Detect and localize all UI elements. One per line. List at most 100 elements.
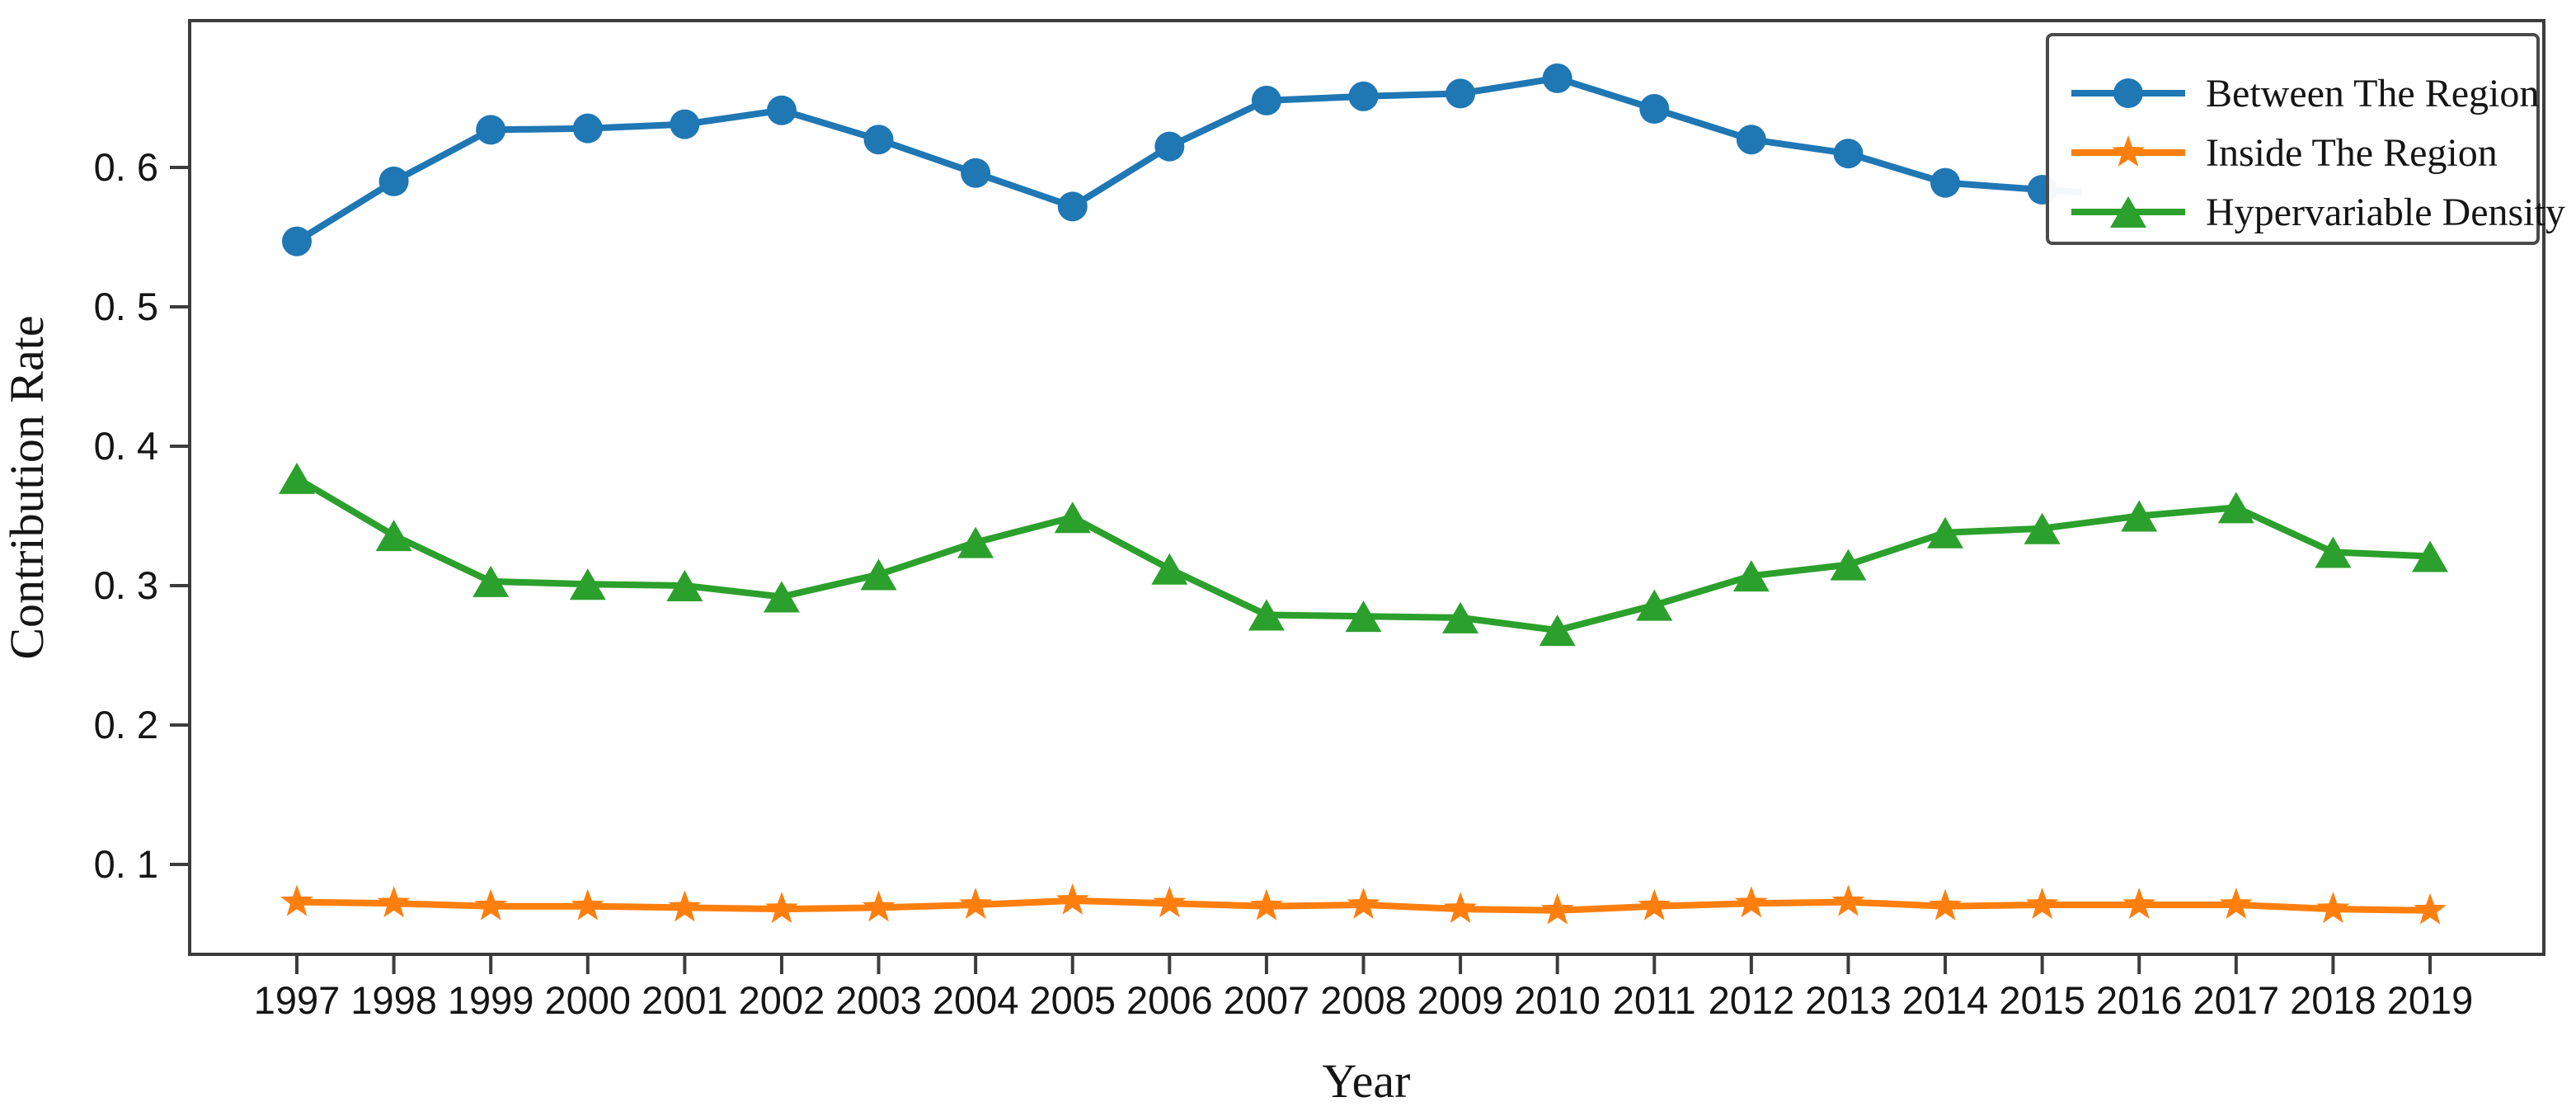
x-tick-label: 2008 — [1320, 978, 1407, 1022]
x-tick-label: 2002 — [739, 978, 825, 1022]
y-tick-label: 0. 6 — [94, 145, 158, 189]
x-tick-label: 2012 — [1709, 978, 1795, 1022]
data-point-marker — [666, 570, 703, 601]
y-tick-label: 0. 4 — [94, 424, 158, 468]
data-point-marker — [476, 115, 506, 145]
x-tick-label: 2003 — [835, 978, 922, 1022]
data-point-marker — [863, 125, 894, 155]
x-tick-label: 2011 — [1613, 978, 1696, 1022]
data-point-marker — [569, 568, 606, 600]
x-tick-label: 2006 — [1126, 978, 1213, 1022]
data-point-marker — [860, 558, 897, 591]
data-point-marker — [2024, 512, 2061, 544]
data-point-marker — [765, 892, 798, 924]
data-point-marker — [377, 886, 411, 918]
data-point-marker — [1833, 139, 1864, 169]
x-tick-label: 1999 — [448, 978, 534, 1022]
data-point-marker — [1732, 560, 1770, 592]
data-point-marker — [571, 888, 604, 921]
data-point-marker — [1442, 601, 1479, 633]
data-point-marker — [474, 888, 508, 921]
data-point-marker — [1249, 888, 1283, 921]
x-tick-label: 2009 — [1417, 978, 1504, 1022]
series-line — [294, 74, 2082, 245]
data-point-marker — [572, 113, 603, 144]
data-point-marker — [1345, 600, 1382, 633]
data-point-marker — [1736, 125, 1766, 155]
data-point-marker — [375, 520, 412, 552]
data-point-marker — [2219, 888, 2253, 919]
data-point-marker — [1927, 516, 1964, 549]
y-axis-title: Contribution Rate — [0, 315, 54, 659]
x-tick-label: 2005 — [1029, 978, 1116, 1022]
y-tick-label: 0. 1 — [94, 842, 158, 886]
data-point-marker — [766, 95, 797, 125]
data-point-marker — [1444, 892, 1478, 924]
data-point-marker — [1151, 553, 1188, 585]
plot-area: 0. 1 0. 2 0. 3 0. 4 0. 5 0. 6 1997 1998 1999 2000… — [94, 19, 2565, 1022]
legend-label: Between The Region — [2206, 72, 2539, 115]
data-point-marker — [1539, 615, 1576, 647]
series-triangle — [279, 462, 2448, 647]
data-point-marker — [1830, 549, 1867, 581]
x-tick-label: 2018 — [2290, 978, 2376, 1022]
plot-border — [188, 19, 2545, 956]
data-point-marker — [1542, 63, 1572, 93]
data-point-marker — [1930, 167, 1961, 198]
legend-label: Hypervariable Density — [2206, 191, 2565, 234]
legend-item: Hypervariable Density — [2071, 191, 2565, 234]
x-tick-label: 2013 — [1805, 978, 1892, 1022]
data-point-marker — [2112, 135, 2145, 167]
data-point-marker — [2316, 892, 2350, 924]
data-point-marker — [2217, 492, 2254, 524]
x-tick-label: 2016 — [2096, 978, 2183, 1022]
data-point-marker — [1154, 131, 1185, 162]
data-point-marker — [2113, 78, 2143, 108]
data-point-marker — [1057, 191, 1088, 222]
x-tick-label: 2007 — [1224, 978, 1310, 1022]
x-tick-label: 2001 — [642, 978, 728, 1022]
data-point-marker — [1054, 501, 1091, 534]
legend-item: Between The Region — [2071, 72, 2539, 115]
data-point-marker — [1251, 85, 1281, 115]
data-point-marker — [1347, 888, 1380, 919]
data-point-marker — [2412, 540, 2448, 572]
data-point-marker — [668, 890, 702, 922]
legend-label: Inside The Region — [2206, 131, 2498, 175]
data-point-marker — [1348, 81, 1379, 111]
data-point-marker — [2025, 888, 2059, 919]
x-tick-label: 1997 — [254, 978, 341, 1022]
data-point-marker — [763, 581, 800, 613]
legend: Between The Region Inside The Region Hyper… — [2046, 33, 2565, 245]
data-point-marker — [2110, 196, 2146, 228]
data-point-marker — [280, 884, 313, 916]
data-point-marker — [1929, 888, 1962, 921]
data-point-marker — [1636, 589, 1673, 621]
data-point-marker — [1540, 892, 1574, 925]
data-point-marker — [1638, 888, 1671, 921]
legend-item: Inside The Region — [2071, 131, 2498, 175]
legend-box — [2046, 33, 2540, 245]
data-point-marker — [1734, 886, 1768, 918]
data-point-marker — [2315, 536, 2352, 568]
data-point-marker — [1445, 78, 1476, 109]
data-point-marker — [1248, 599, 1285, 631]
data-point-marker — [2414, 892, 2447, 925]
y-tick-label: 0. 2 — [94, 703, 158, 746]
x-tick-label: 2015 — [1999, 978, 2085, 1022]
data-point-marker — [670, 109, 700, 139]
data-point-marker — [959, 888, 993, 919]
data-point-marker — [1831, 884, 1865, 916]
x-tick-label: 2000 — [544, 978, 631, 1022]
data-point-marker — [1153, 886, 1187, 918]
data-point-marker — [1639, 94, 1670, 125]
data-point-marker — [957, 526, 994, 558]
series-star — [280, 883, 2447, 925]
x-tick-label: 1998 — [350, 978, 437, 1022]
data-point-marker — [2122, 888, 2156, 919]
data-point-marker — [1055, 883, 1089, 915]
x-tick-label: 2014 — [1902, 978, 1989, 1022]
y-tick-label: 0. 3 — [94, 563, 158, 607]
